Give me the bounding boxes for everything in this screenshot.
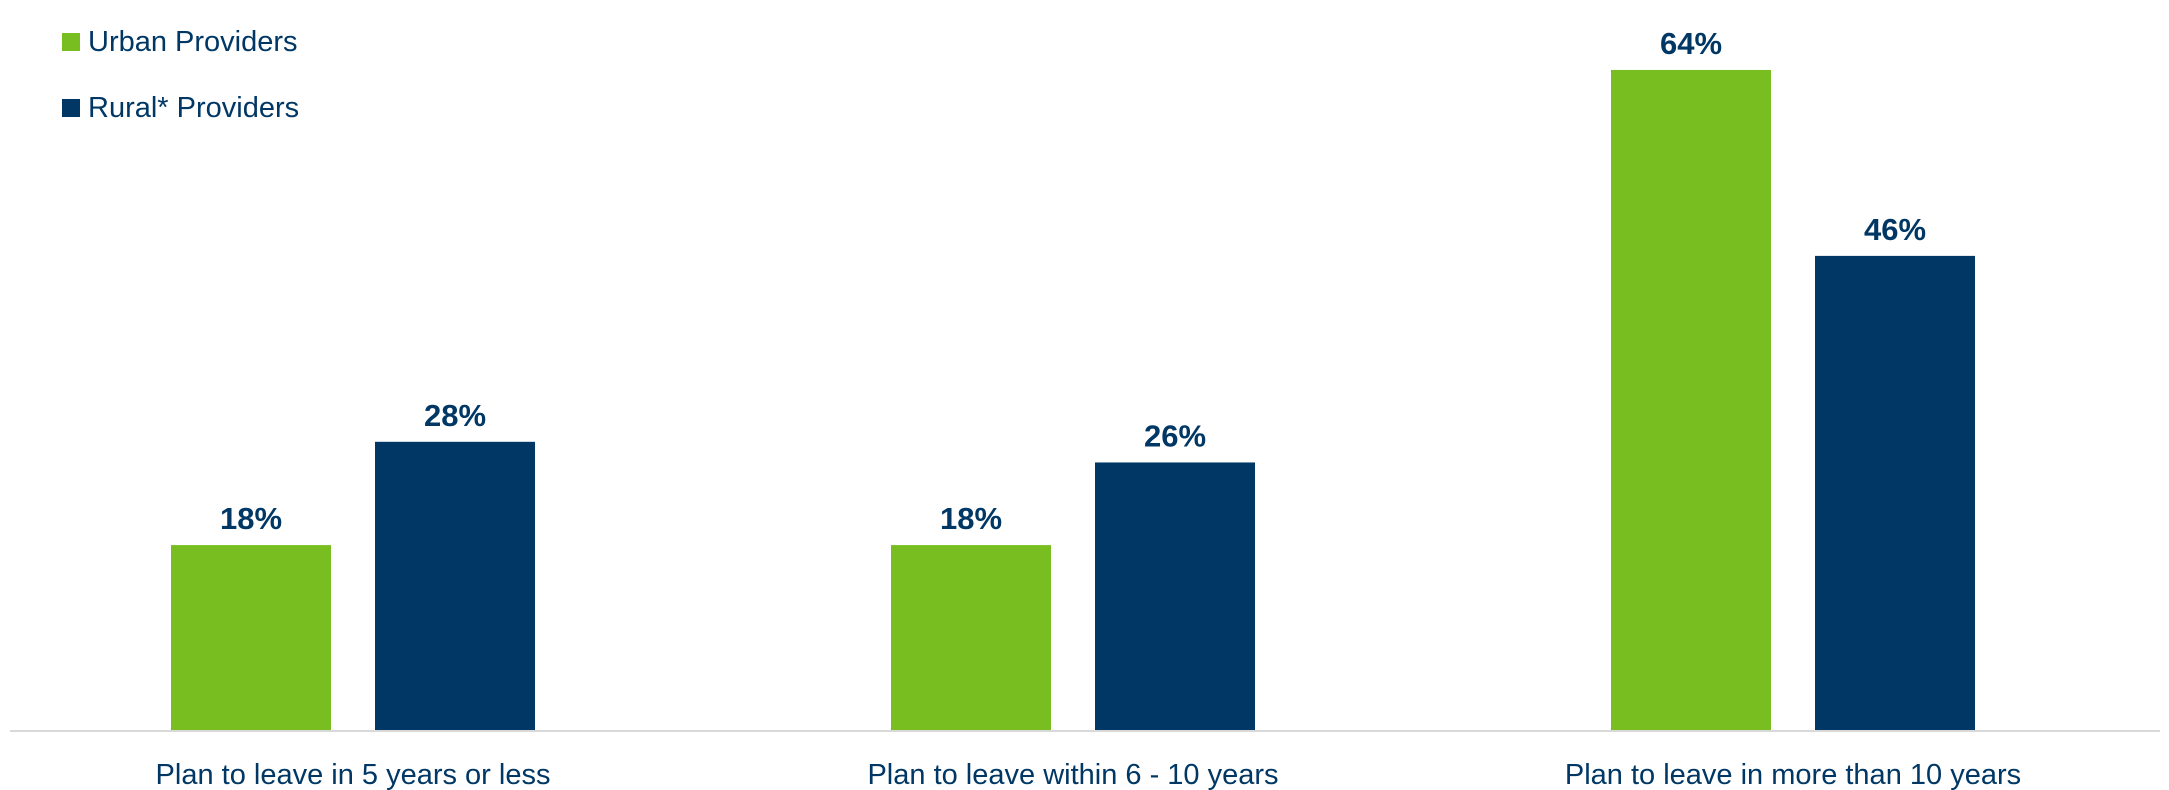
bars-group bbox=[171, 69, 1975, 731]
legend-item-urban: Urban Providers bbox=[62, 22, 299, 62]
x-tick-label-1: Plan to leave within 6 - 10 years bbox=[867, 759, 1278, 790]
legend-swatch-urban bbox=[62, 33, 80, 51]
value-label-urban-2: 64% bbox=[1660, 26, 1722, 61]
x-tick-label-0: Plan to leave in 5 years or less bbox=[156, 759, 551, 790]
legend-item-rural: Rural* Providers bbox=[62, 88, 299, 128]
legend-swatch-rural bbox=[62, 99, 80, 117]
x-axis-labels: Plan to leave in 5 years or less Plan to … bbox=[156, 759, 2022, 790]
value-label-rural-0: 28% bbox=[424, 398, 486, 433]
value-label-rural-2: 46% bbox=[1864, 212, 1926, 247]
bar-rural-0 bbox=[375, 441, 535, 731]
bar-urban-2 bbox=[1611, 69, 1771, 731]
bar-rural-1 bbox=[1095, 462, 1255, 731]
value-label-rural-1: 26% bbox=[1144, 418, 1206, 453]
bar-urban-1 bbox=[891, 545, 1051, 731]
value-label-urban-1: 18% bbox=[940, 501, 1002, 536]
legend-label-urban: Urban Providers bbox=[88, 25, 298, 58]
legend: Urban Providers Rural* Providers bbox=[62, 22, 299, 154]
bar-rural-2 bbox=[1815, 255, 1975, 731]
value-labels-group: 18% 28% 18% 26% 64% 46% bbox=[220, 26, 1926, 536]
legend-label-rural: Rural* Providers bbox=[88, 91, 300, 124]
value-label-urban-0: 18% bbox=[220, 501, 282, 536]
bar-urban-0 bbox=[171, 545, 331, 731]
x-tick-label-2: Plan to leave in more than 10 years bbox=[1565, 759, 2021, 790]
